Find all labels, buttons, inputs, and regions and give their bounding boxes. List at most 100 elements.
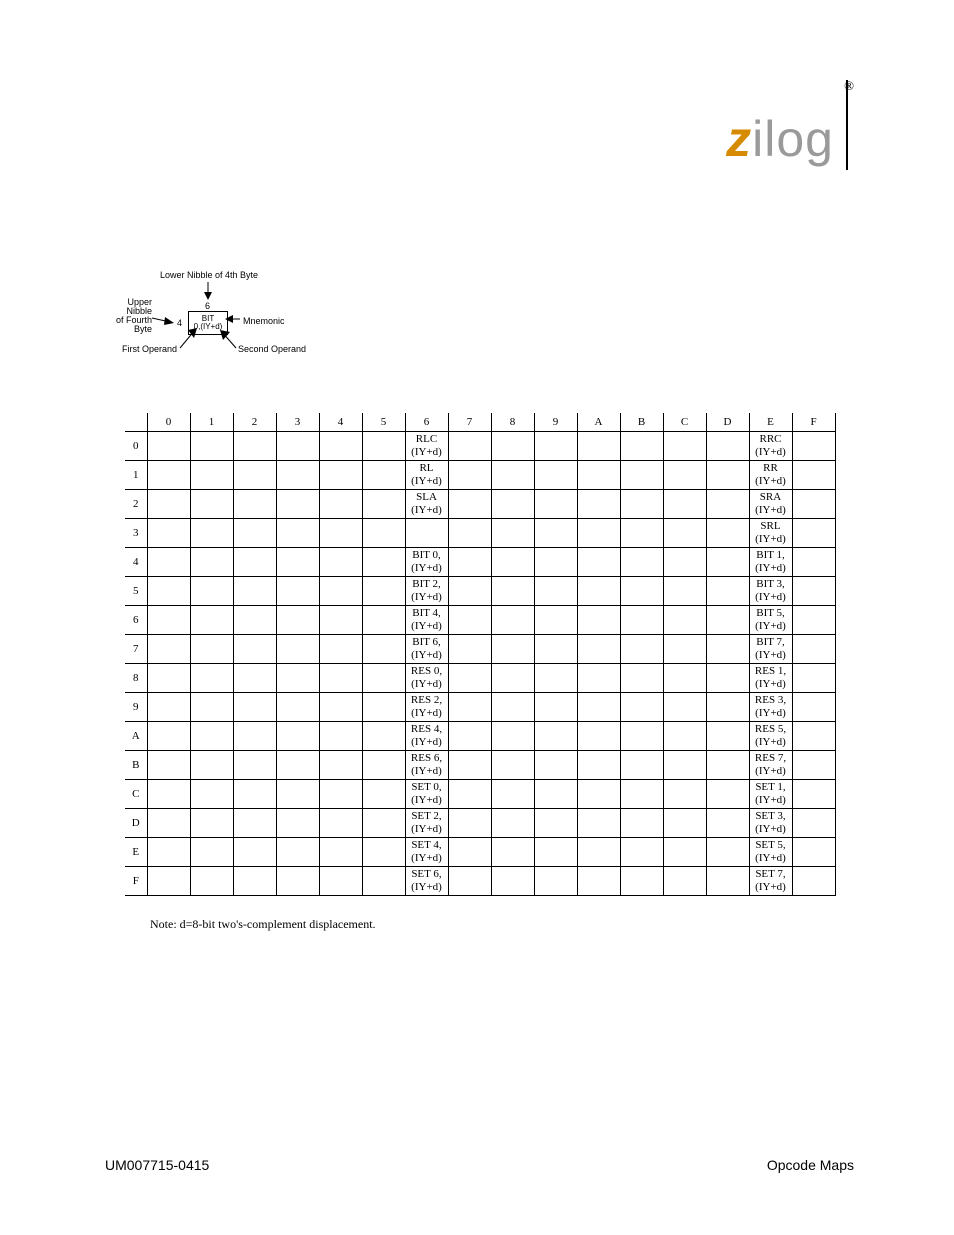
mnemonic-label: Mnemonic [243, 316, 285, 326]
opcode-cell [620, 576, 663, 605]
row-header: 7 [125, 634, 147, 663]
opcode-cell [362, 808, 405, 837]
opcode-cell [577, 837, 620, 866]
upper-nibble-label: Upper Nibble of Fourth Byte [104, 298, 152, 334]
table-row: ARES 4,(IY+d)RES 5,(IY+d) [125, 721, 835, 750]
opcode-cell: BIT 6,(IY+d) [405, 634, 448, 663]
opcode-cell [534, 518, 577, 547]
mnemonic-line2: (IY+d) [406, 852, 448, 864]
mnemonic-line1: SLA [406, 491, 448, 503]
opcode-cell: SRA(IY+d) [749, 489, 792, 518]
opcode-cell [534, 721, 577, 750]
opcode-cell [491, 518, 534, 547]
opcode-cell: BIT 7,(IY+d) [749, 634, 792, 663]
opcode-cell [190, 866, 233, 895]
mnemonic-line1: BIT 7, [750, 636, 792, 648]
table-row: 5BIT 2,(IY+d)BIT 3,(IY+d) [125, 576, 835, 605]
mnemonic-line2: (IY+d) [750, 881, 792, 893]
mnemonic-line2: (IY+d) [406, 794, 448, 806]
mnemonic-line1: SET 4, [406, 839, 448, 851]
mnemonic-line2: (IY+d) [406, 475, 448, 487]
opcode-cell [663, 605, 706, 634]
opcode-cell [448, 576, 491, 605]
opcode-cell [190, 779, 233, 808]
mnemonic-line1: RES 2, [406, 694, 448, 706]
mnemonic-line2: (IY+d) [406, 823, 448, 835]
opcode-cell [620, 866, 663, 895]
opcode-cell [362, 547, 405, 576]
opcode-cell [706, 489, 749, 518]
opcode-cell [663, 547, 706, 576]
opcode-cell: RES 5,(IY+d) [749, 721, 792, 750]
mnemonic-line1: RL [406, 462, 448, 474]
opcode-cell: SET 6,(IY+d) [405, 866, 448, 895]
opcode-cell [362, 750, 405, 779]
logo-rest: ilog [752, 111, 834, 167]
opcode-cell [706, 576, 749, 605]
mnemonic-line1: RES 5, [750, 723, 792, 735]
opcode-cell [190, 460, 233, 489]
opcode-cell [362, 431, 405, 460]
lower-nibble-label: Lower Nibble of 4th Byte [160, 270, 258, 280]
mnemonic-line2: (IY+d) [406, 562, 448, 574]
opcode-cell [319, 431, 362, 460]
opcode-cell [190, 663, 233, 692]
opcode-cell [233, 431, 276, 460]
opcode-cell [792, 866, 835, 895]
diagram-cell: BIT 0,(IY+d) [188, 311, 228, 335]
opcode-cell [233, 576, 276, 605]
opcode-cell [276, 460, 319, 489]
opcode-cell [448, 721, 491, 750]
col-header: 6 [405, 413, 448, 431]
opcode-cell [147, 518, 190, 547]
opcode-cell [147, 692, 190, 721]
opcode-cell [491, 431, 534, 460]
opcode-cell [663, 837, 706, 866]
mnemonic-line1: SET 2, [406, 810, 448, 822]
mnemonic-line1: BIT 4, [406, 607, 448, 619]
opcode-cell [491, 605, 534, 634]
opcode-cell [663, 431, 706, 460]
opcode-cell [706, 721, 749, 750]
opcode-cell [405, 518, 448, 547]
col-header: 0 [147, 413, 190, 431]
col-header: 2 [233, 413, 276, 431]
opcode-cell [491, 576, 534, 605]
opcode-cell [276, 866, 319, 895]
opcode-cell [362, 692, 405, 721]
mnemonic-line1: RES 0, [406, 665, 448, 677]
opcode-cell [706, 837, 749, 866]
col-header: 9 [534, 413, 577, 431]
opcode-cell [147, 605, 190, 634]
opcode-cell [577, 518, 620, 547]
row-header: C [125, 779, 147, 808]
mnemonic-line2: (IY+d) [406, 591, 448, 603]
opcode-cell [190, 576, 233, 605]
zilog-logo: zilog [726, 110, 834, 168]
opcode-cell [448, 431, 491, 460]
opcode-cell [319, 547, 362, 576]
opcode-cell [534, 547, 577, 576]
opcode-cell [319, 808, 362, 837]
opcode-cell [577, 866, 620, 895]
opcode-cell [147, 663, 190, 692]
opcode-cell [534, 837, 577, 866]
mnemonic-line1: RES 4, [406, 723, 448, 735]
opcode-cell [147, 576, 190, 605]
opcode-cell [233, 721, 276, 750]
opcode-cell [319, 721, 362, 750]
mnemonic-line2: (IY+d) [750, 591, 792, 603]
opcode-cell [276, 808, 319, 837]
opcode-cell [233, 605, 276, 634]
opcode-cell [663, 808, 706, 837]
opcode-cell [233, 460, 276, 489]
opcode-cell: BIT 5,(IY+d) [749, 605, 792, 634]
opcode-cell [448, 837, 491, 866]
opcode-cell [319, 692, 362, 721]
opcode-cell [448, 605, 491, 634]
opcode-cell [276, 634, 319, 663]
opcode-cell [276, 692, 319, 721]
mnemonic-line2: (IY+d) [406, 504, 448, 516]
table-row: CSET 0,(IY+d)SET 1,(IY+d) [125, 779, 835, 808]
opcode-cell: RES 2,(IY+d) [405, 692, 448, 721]
